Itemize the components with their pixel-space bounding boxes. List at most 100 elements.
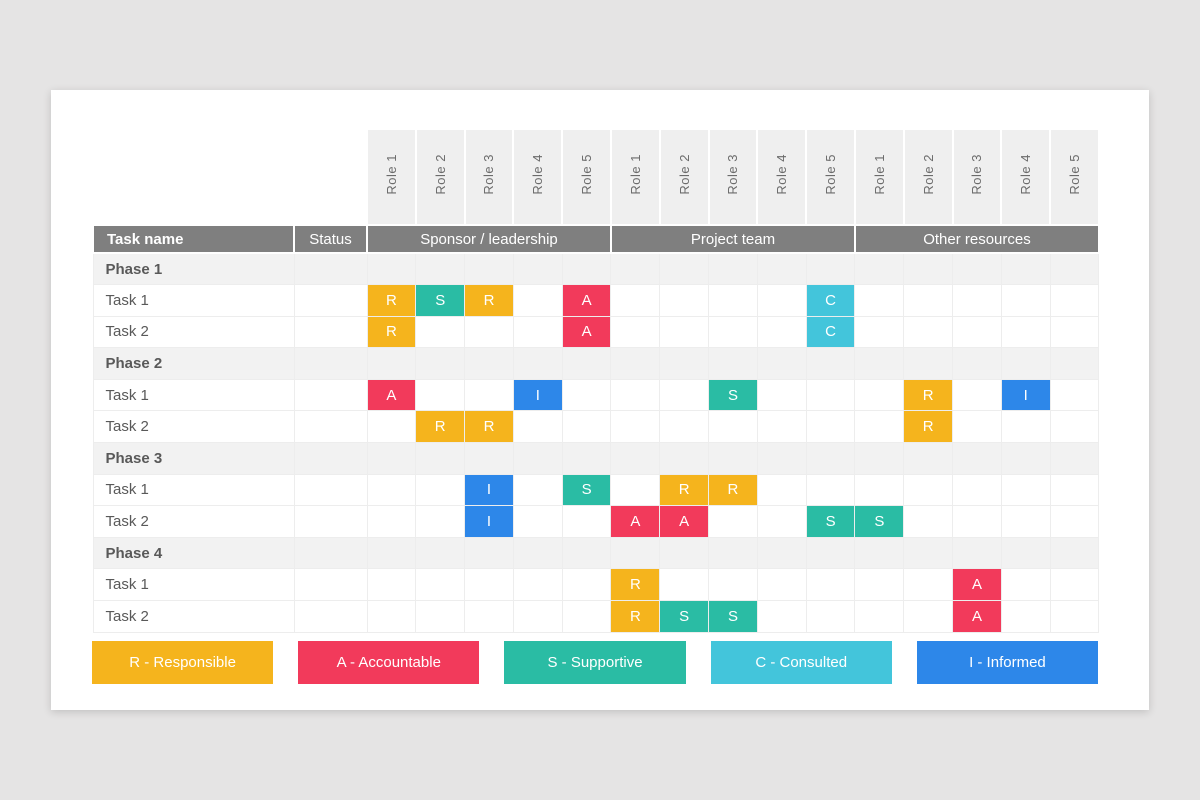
raci-cell	[610, 442, 661, 475]
raci-cell	[903, 600, 954, 633]
raci-cell	[1000, 347, 1051, 380]
raci-cell-R: R	[610, 600, 661, 633]
task-name-header: Task name	[92, 224, 295, 254]
raci-cell-A: A	[610, 505, 661, 538]
corner-spacer	[93, 130, 367, 225]
role-column-label: Role 2	[676, 154, 692, 195]
task-row-label: Task 1	[92, 568, 295, 602]
role-column-header: Role 1	[609, 130, 661, 225]
phase-row: Phase 2	[92, 347, 1100, 380]
raci-cell	[366, 410, 417, 444]
raci-cell	[366, 347, 417, 380]
status-cell	[293, 315, 368, 349]
phase-row: Phase 1	[92, 252, 1100, 286]
raci-cell	[756, 347, 807, 380]
raci-cell	[659, 315, 710, 349]
raci-cell	[512, 315, 563, 349]
role-column-label: Role 3	[481, 154, 497, 195]
role-column-header: Role 4	[756, 130, 808, 225]
phase-row-label: Phase 1	[92, 252, 295, 286]
raci-cell	[366, 252, 417, 286]
raci-cell	[1000, 505, 1051, 538]
legend-item-R: R - Responsible	[92, 641, 274, 684]
raci-cell	[1049, 315, 1100, 349]
status-header: Status	[293, 224, 368, 254]
raci-cell-I: I	[512, 378, 563, 412]
raci-cell	[854, 410, 905, 444]
raci-cell	[464, 315, 514, 349]
status-cell	[293, 473, 368, 507]
raci-cell	[659, 568, 710, 602]
raci-cell	[805, 410, 856, 444]
raci-cell	[854, 600, 905, 633]
raci-cell	[903, 536, 954, 570]
role-column-header: Role 5	[1049, 130, 1100, 225]
raci-cell	[952, 315, 1002, 349]
raci-cell-R: R	[659, 473, 710, 507]
raci-cell	[561, 378, 612, 412]
raci-cell	[1000, 473, 1051, 507]
status-cell	[293, 442, 368, 475]
status-cell	[293, 568, 368, 602]
raci-cell	[610, 252, 661, 286]
raci-cell	[415, 600, 466, 633]
role-column-label: Role 5	[823, 154, 839, 195]
raci-cell-R: R	[610, 568, 661, 602]
raci-cell	[1000, 410, 1051, 444]
raci-cell	[464, 536, 514, 570]
raci-cell	[952, 410, 1002, 444]
raci-cell	[805, 378, 856, 412]
phase-row-label: Phase 3	[92, 442, 295, 475]
raci-cell	[415, 315, 466, 349]
raci-cell	[708, 252, 758, 286]
raci-cell	[512, 442, 563, 475]
raci-cell-R: R	[708, 473, 758, 507]
raci-cell	[854, 315, 905, 349]
legend-item-C: C - Consulted	[710, 641, 892, 684]
table-header-row: Task name Status Sponsor / leadership Proje…	[92, 224, 1100, 254]
raci-cell	[1049, 473, 1100, 507]
raci-cell	[659, 252, 710, 286]
raci-cell	[756, 315, 807, 349]
raci-cell	[610, 473, 661, 507]
role-column-label: Role 4	[530, 154, 546, 195]
raci-cell	[708, 442, 758, 475]
role-column-label: Role 1	[627, 154, 643, 195]
role-column-header: Role 2	[658, 130, 710, 225]
group-header-1: Project team	[609, 224, 856, 254]
raci-cell-A: A	[952, 568, 1002, 602]
raci-cell	[1049, 347, 1100, 380]
raci-cell	[708, 315, 758, 349]
raci-cell	[1049, 568, 1100, 602]
raci-cell	[415, 568, 466, 602]
raci-cell	[464, 252, 514, 286]
raci-cell	[708, 284, 758, 317]
role-column-header: Role 3	[951, 130, 1003, 225]
status-cell	[293, 410, 368, 444]
group-header-2: Other resources	[853, 224, 1100, 254]
raci-cell-S: S	[708, 378, 758, 412]
legend-item-S: S - Supportive	[504, 641, 686, 684]
raci-cell	[756, 505, 807, 538]
raci-cell	[1000, 284, 1051, 317]
role-column-label: Role 2	[920, 154, 936, 195]
raci-cell	[854, 284, 905, 317]
role-column-label: Role 3	[725, 154, 741, 195]
raci-cell	[756, 568, 807, 602]
raci-cell-A: A	[659, 505, 710, 538]
raci-cell-A: A	[561, 284, 612, 317]
raci-cell	[1000, 568, 1051, 602]
raci-cell	[1049, 600, 1100, 633]
raci-cell-R: R	[464, 410, 514, 444]
raci-cell	[903, 252, 954, 286]
raci-slide-card: Role 1 Role 2 Role 3 Role 4 Role 5 Role 1 Role…	[51, 90, 1149, 710]
raci-cell	[366, 505, 417, 538]
role-column-header: Role 1	[366, 130, 417, 225]
raci-cell	[512, 252, 563, 286]
raci-cell	[1049, 442, 1100, 475]
role-header-row: Role 1 Role 2 Role 3 Role 4 Role 5 Role 1 Role…	[93, 130, 1100, 225]
